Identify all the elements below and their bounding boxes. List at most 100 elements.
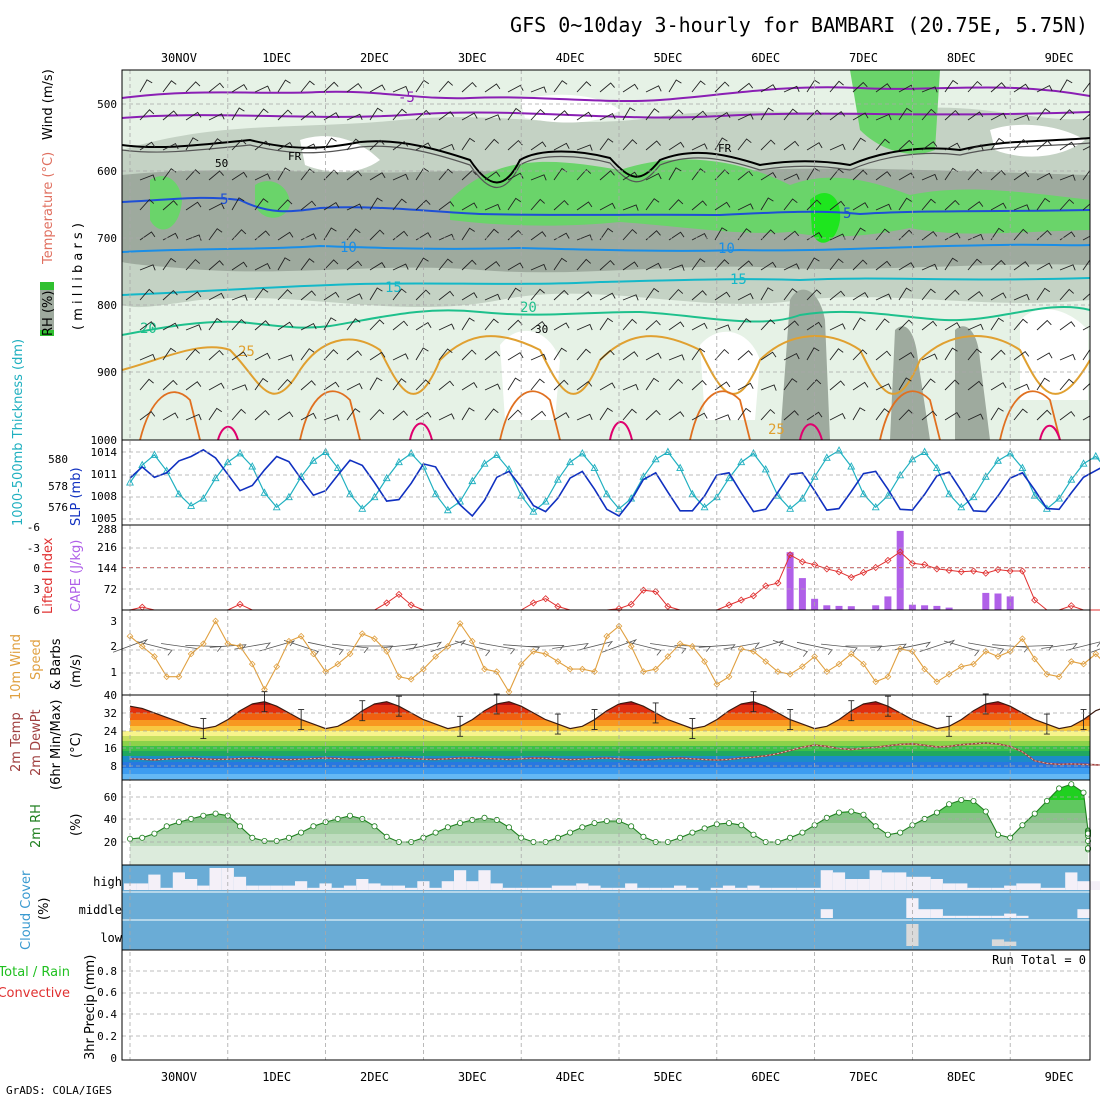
wind-barb xyxy=(185,381,202,391)
lifted-index-point xyxy=(383,599,391,607)
wind-barb xyxy=(323,227,337,241)
cloud-high-bar xyxy=(246,885,259,890)
cloud-middle-bar xyxy=(943,915,956,918)
lifted-index-point xyxy=(542,595,550,603)
wind-barb xyxy=(599,259,615,271)
wind-barb xyxy=(990,317,1004,331)
wind-barb xyxy=(415,379,431,391)
wind-barb xyxy=(852,202,869,211)
contour-label: 20 xyxy=(140,321,157,337)
temp-band xyxy=(130,713,1090,720)
contour-label: 50 xyxy=(215,157,228,170)
cloud-high-bar xyxy=(233,876,247,890)
rh2m-point xyxy=(1019,822,1026,829)
thickness-point xyxy=(431,489,440,498)
cloud-high-bar xyxy=(209,868,222,890)
wind10-barb xyxy=(430,639,467,652)
thickness-point xyxy=(492,450,501,458)
rh2m-point xyxy=(139,834,146,841)
wind-barb xyxy=(898,262,915,271)
wind-barb xyxy=(829,80,844,93)
cloud-high-bar xyxy=(490,883,503,890)
wind-barb xyxy=(208,292,225,301)
wind-barb xyxy=(208,407,223,421)
axis-label: Convective xyxy=(0,986,70,1001)
cloud-high-bar xyxy=(527,887,540,890)
wind-barb xyxy=(990,82,1006,93)
wind-barb xyxy=(438,413,455,421)
lifted-index-point xyxy=(774,579,782,587)
wind10-barb xyxy=(698,644,736,650)
wind-barb xyxy=(277,411,294,421)
day-label: 9DEC xyxy=(1045,1070,1074,1084)
ytick: 1005 xyxy=(91,512,118,525)
wind-barb xyxy=(852,317,866,331)
ytick: 216 xyxy=(97,541,117,554)
day-label: 3DEC xyxy=(458,1070,487,1084)
wind10-point xyxy=(884,673,892,681)
thickness-point xyxy=(859,489,868,498)
cloud-high-bar xyxy=(1053,887,1066,890)
wind-barb xyxy=(300,168,315,181)
minmax-bar xyxy=(457,715,464,737)
wind10-point xyxy=(1092,650,1100,658)
wind-barb xyxy=(622,171,639,181)
rh2m-point xyxy=(346,812,353,819)
thickness-point xyxy=(480,459,489,467)
wind10-speed-line xyxy=(129,619,1100,694)
lifted-index-point xyxy=(652,588,660,596)
day-label: 8DEC xyxy=(947,51,976,65)
wind-barb xyxy=(1013,408,1028,421)
rh2m-point xyxy=(628,823,635,830)
wind-barb xyxy=(438,258,453,271)
wind-barb xyxy=(438,168,453,181)
wind-barb xyxy=(806,347,820,361)
wind-barb xyxy=(898,351,915,361)
wind-barb xyxy=(875,113,892,121)
rh2m-point xyxy=(285,834,292,841)
cape-bar xyxy=(786,552,794,610)
wind-barb xyxy=(392,230,409,241)
wind10-barb xyxy=(527,644,565,651)
wind-barb xyxy=(622,408,637,421)
wind-barb xyxy=(484,383,501,391)
wind-barb xyxy=(369,319,385,331)
wind-barb xyxy=(760,229,776,241)
wind-barb xyxy=(852,112,869,121)
wind10-point xyxy=(420,665,427,673)
wind-barb xyxy=(875,293,892,301)
wind-barb xyxy=(737,407,752,421)
wind-barb xyxy=(553,257,568,271)
wind-barb xyxy=(1082,203,1090,211)
wind-barb xyxy=(507,197,522,211)
axis-label: 1000-500mb Thickness (dm) xyxy=(11,339,26,526)
wind10-point xyxy=(676,640,684,648)
thickness-point xyxy=(1079,459,1088,467)
thickness-point xyxy=(1091,451,1100,460)
wind-barb xyxy=(1036,197,1051,211)
ytick: 32 xyxy=(104,707,117,720)
cloud-high-bar xyxy=(331,887,344,890)
wind-barb xyxy=(1059,264,1076,271)
wind-barb xyxy=(139,410,156,421)
wind10-barb xyxy=(1016,644,1054,651)
contour-label: FR xyxy=(718,142,732,155)
wind-barb xyxy=(438,143,455,151)
wind-barb xyxy=(185,111,202,121)
wind-barb xyxy=(231,351,248,361)
ytick: 0.4 xyxy=(97,1008,117,1021)
lifted-index-point xyxy=(945,566,953,574)
rh2m-point xyxy=(163,823,170,830)
wind10-point xyxy=(725,673,733,681)
lifted-index-point xyxy=(798,558,806,566)
cloud-high-bar xyxy=(796,887,809,890)
wind-barb xyxy=(1059,198,1075,211)
wind10-barb xyxy=(625,641,662,656)
wind-barb xyxy=(737,203,754,211)
lifted-index-point xyxy=(859,568,868,577)
wind10-point xyxy=(285,637,293,645)
wind-barb xyxy=(645,140,661,151)
wind-barb xyxy=(714,81,730,93)
wind-barb xyxy=(921,320,938,331)
wind10-point xyxy=(212,617,219,625)
